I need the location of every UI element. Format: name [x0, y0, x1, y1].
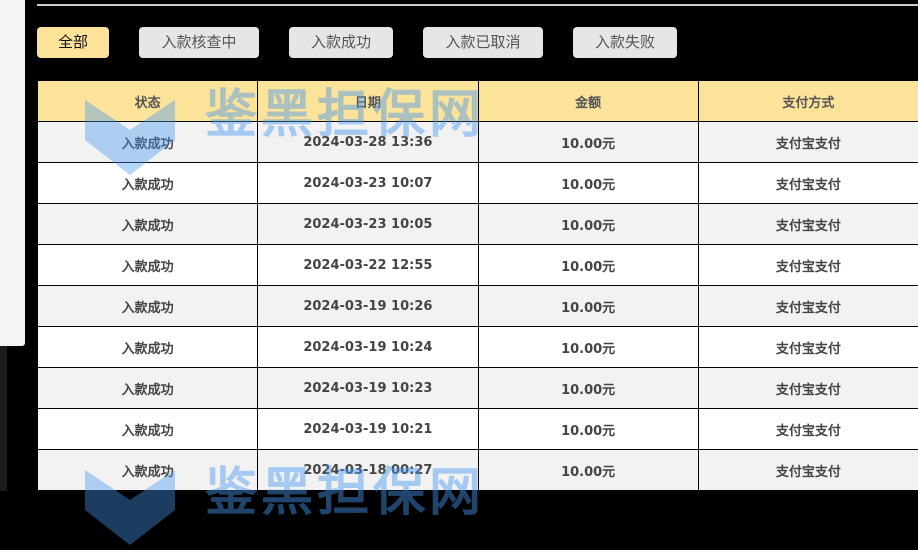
- cell-date: 2024-03-19 10:24: [258, 327, 478, 368]
- cell-date: 2024-03-18 00:27: [258, 450, 478, 491]
- table-header: 状态 日期 金额 支付方式: [38, 81, 918, 122]
- cell-amount: 10.00元: [478, 204, 698, 245]
- cell-date: 2024-03-23 10:07: [258, 163, 478, 204]
- cell-status: 入款成功: [38, 245, 258, 286]
- divider: [37, 4, 918, 6]
- cell-status: 入款成功: [38, 409, 258, 450]
- cell-date: 2024-03-23 10:05: [258, 204, 478, 245]
- filter-checking-button[interactable]: 入款核查中: [139, 27, 259, 58]
- side-panel: [0, 0, 25, 346]
- cell-date: 2024-03-28 13:36: [258, 122, 478, 163]
- side-strip: [0, 346, 7, 491]
- cell-amount: 10.00元: [478, 450, 698, 491]
- cell-payment: 支付宝支付: [698, 450, 918, 491]
- cell-amount: 10.00元: [478, 122, 698, 163]
- cell-status: 入款成功: [38, 327, 258, 368]
- cell-payment: 支付宝支付: [698, 204, 918, 245]
- header-amount: 金额: [478, 81, 698, 122]
- filter-cancelled-button[interactable]: 入款已取消: [423, 27, 543, 58]
- cell-date: 2024-03-22 12:55: [258, 245, 478, 286]
- cell-status: 入款成功: [38, 286, 258, 327]
- cell-amount: 10.00元: [478, 163, 698, 204]
- cell-payment: 支付宝支付: [698, 122, 918, 163]
- cell-date: 2024-03-19 10:23: [258, 368, 478, 409]
- cell-amount: 10.00元: [478, 368, 698, 409]
- cell-status: 入款成功: [38, 204, 258, 245]
- cell-amount: 10.00元: [478, 327, 698, 368]
- header-status: 状态: [38, 81, 258, 122]
- cell-status: 入款成功: [38, 450, 258, 491]
- filter-all-button[interactable]: 全部: [37, 27, 109, 58]
- cell-status: 入款成功: [38, 122, 258, 163]
- cell-payment: 支付宝支付: [698, 327, 918, 368]
- cell-payment: 支付宝支付: [698, 368, 918, 409]
- cell-payment: 支付宝支付: [698, 409, 918, 450]
- cell-status: 入款成功: [38, 368, 258, 409]
- cell-amount: 10.00元: [478, 409, 698, 450]
- cell-payment: 支付宝支付: [698, 163, 918, 204]
- cell-date: 2024-03-19 10:26: [258, 286, 478, 327]
- cell-status: 入款成功: [38, 163, 258, 204]
- cell-date: 2024-03-19 10:21: [258, 409, 478, 450]
- cell-amount: 10.00元: [478, 286, 698, 327]
- cell-payment: 支付宝支付: [698, 286, 918, 327]
- header-date: 日期: [258, 81, 478, 122]
- cell-amount: 10.00元: [478, 245, 698, 286]
- filter-failed-button[interactable]: 入款失败: [573, 27, 677, 58]
- header-payment: 支付方式: [698, 81, 918, 122]
- filter-success-button[interactable]: 入款成功: [289, 27, 393, 58]
- cell-payment: 支付宝支付: [698, 245, 918, 286]
